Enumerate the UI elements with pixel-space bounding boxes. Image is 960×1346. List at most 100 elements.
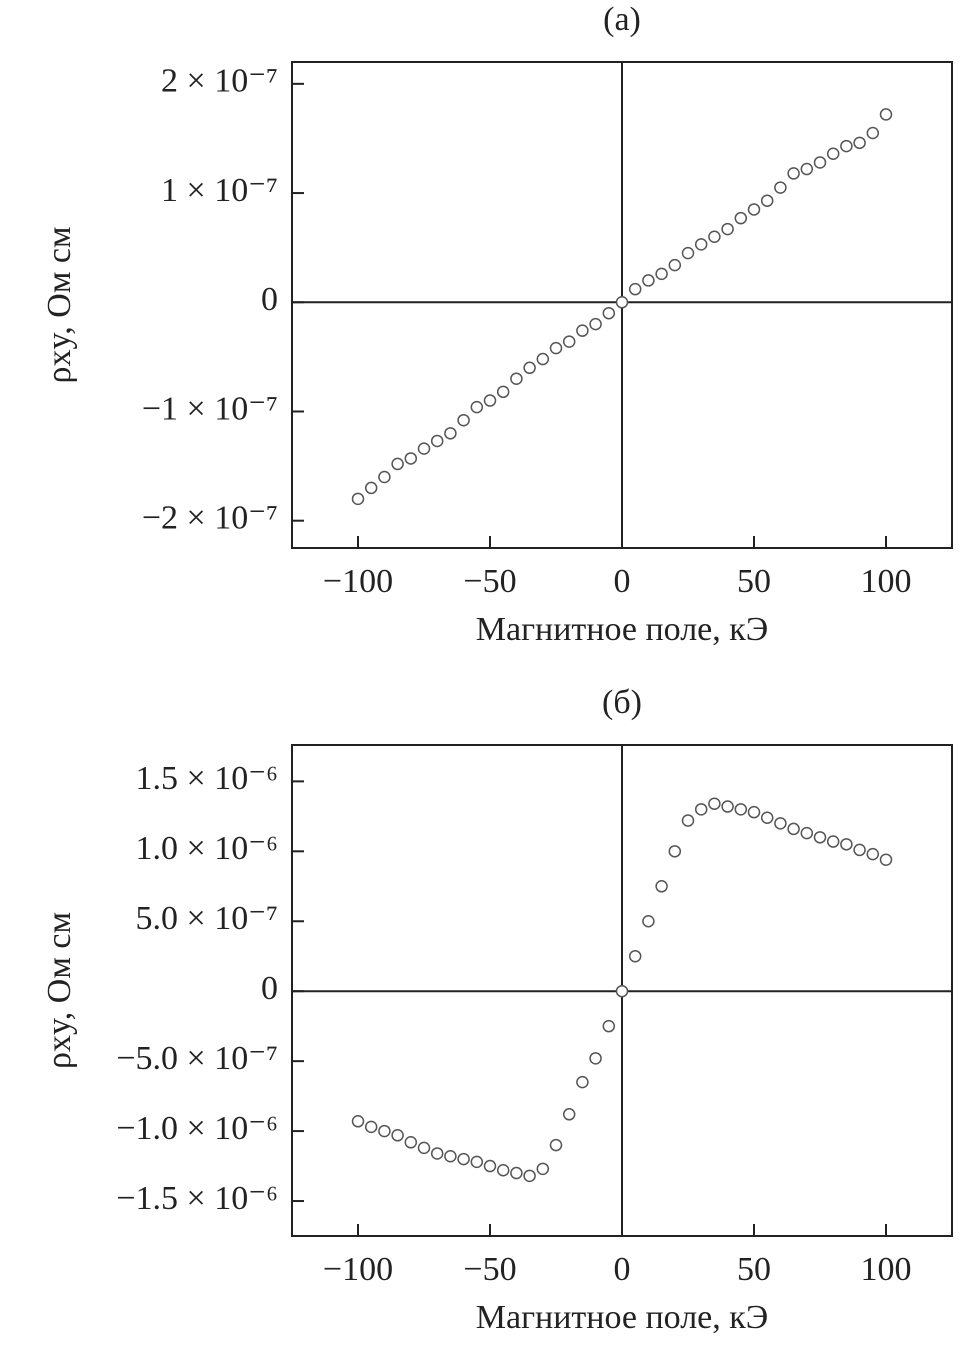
- data-point: [549, 341, 563, 355]
- x-tick-label: 0: [614, 1251, 631, 1288]
- data-point: [879, 108, 893, 121]
- x-tick-label: 100: [861, 1251, 912, 1288]
- y-tick-label: −1.0 × 10⁻⁶: [116, 1110, 278, 1147]
- data-point: [483, 394, 497, 407]
- data-point: [813, 831, 827, 844]
- data-point: [430, 1147, 444, 1160]
- y-tick-label: −5.0 × 10⁻⁷: [116, 1040, 278, 1077]
- data-point: [734, 211, 748, 225]
- y-tick-label: 1.0 × 10⁻⁶: [136, 830, 278, 867]
- data-point: [417, 442, 431, 455]
- y-tick-label: 5.0 × 10⁻⁷: [136, 900, 278, 937]
- data-point: [694, 803, 708, 816]
- data-point: [840, 139, 853, 153]
- data-point: [628, 282, 642, 296]
- data-point: [378, 470, 391, 484]
- data-point: [721, 222, 734, 236]
- data-point: [444, 1150, 457, 1163]
- y-tick-label: 2 × 10⁻⁷: [161, 63, 278, 100]
- data-point: [853, 843, 866, 857]
- data-point: [364, 481, 378, 495]
- data-point: [747, 805, 761, 819]
- data-point: [457, 1152, 470, 1166]
- y-tick-label: 0: [261, 970, 278, 1007]
- data-point: [774, 817, 787, 830]
- data-point: [879, 853, 893, 866]
- data-point: [602, 306, 616, 320]
- y-tick-label: −2 × 10⁻⁷: [142, 499, 278, 536]
- data-point: [628, 949, 642, 963]
- data-point: [655, 880, 668, 893]
- data-point: [866, 847, 880, 861]
- y-tick-label: −1.5 × 10⁻⁶: [116, 1180, 278, 1217]
- y-tick-label: −1 × 10⁻⁷: [142, 390, 278, 427]
- data-point: [787, 167, 800, 180]
- data-point: [391, 457, 404, 471]
- data-point: [523, 1169, 536, 1183]
- data-point: [668, 258, 682, 272]
- data-point: [351, 492, 365, 506]
- data-point: [523, 361, 536, 375]
- y-tick-label: 1.5 × 10⁻⁶: [136, 760, 278, 797]
- x-tick-label: 50: [737, 563, 771, 600]
- data-point: [536, 1162, 550, 1176]
- data-point: [760, 194, 774, 207]
- data-point: [774, 181, 787, 194]
- data-point: [694, 238, 708, 251]
- chart-title: (б): [602, 684, 642, 721]
- y-tick-label: 0: [261, 281, 278, 318]
- data-point: [378, 1124, 391, 1138]
- data-point: [840, 838, 853, 851]
- data-point: [800, 162, 814, 176]
- data-point: [747, 203, 761, 216]
- data-point: [576, 1075, 589, 1089]
- data-point: [668, 845, 682, 858]
- data-point: [734, 803, 748, 816]
- data-point: [615, 296, 629, 309]
- data-point: [457, 413, 470, 427]
- y-tick-label: 1 × 10⁻⁷: [161, 172, 278, 209]
- data-point: [681, 814, 695, 827]
- y-axis-label: ρxy, Ом см: [41, 912, 78, 1069]
- data-point: [496, 385, 510, 399]
- data-point: [364, 1120, 378, 1134]
- data-point: [642, 274, 655, 287]
- x-tick-label: −100: [323, 1251, 393, 1288]
- data-point: [417, 1141, 431, 1155]
- data-point: [496, 1164, 510, 1177]
- x-tick-label: 0: [614, 563, 631, 600]
- data-point: [826, 147, 840, 160]
- data-point: [483, 1159, 497, 1173]
- x-tick-label: −50: [463, 1251, 516, 1288]
- data-point: [510, 1166, 523, 1180]
- x-axis-label: Магнитное поле, кЭ: [476, 1299, 769, 1336]
- data-point: [589, 317, 602, 331]
- data-point: [351, 1115, 365, 1128]
- x-axis-label: Магнитное поле, кЭ: [476, 611, 769, 648]
- data-point: [866, 126, 880, 140]
- data-point: [510, 372, 523, 385]
- data-point: [642, 915, 655, 928]
- x-tick-label: 100: [861, 563, 912, 600]
- x-tick-label: 50: [737, 1251, 771, 1288]
- data-point: [760, 811, 774, 824]
- data-point: [444, 427, 457, 440]
- data-point: [562, 1108, 576, 1121]
- data-point: [708, 230, 721, 243]
- data-point: [589, 1052, 602, 1065]
- data-point: [562, 335, 576, 348]
- data-point: [470, 400, 484, 414]
- data-point: [615, 984, 629, 998]
- data-point: [853, 136, 866, 150]
- data-point: [404, 1136, 418, 1149]
- data-point: [787, 822, 800, 836]
- chart-title: (a): [603, 1, 641, 38]
- data-point: [681, 246, 695, 260]
- data-point: [536, 352, 550, 366]
- data-point: [404, 452, 418, 465]
- y-axis-label: ρxy, Ом см: [41, 227, 78, 384]
- data-point: [826, 835, 840, 848]
- data-point: [708, 797, 721, 811]
